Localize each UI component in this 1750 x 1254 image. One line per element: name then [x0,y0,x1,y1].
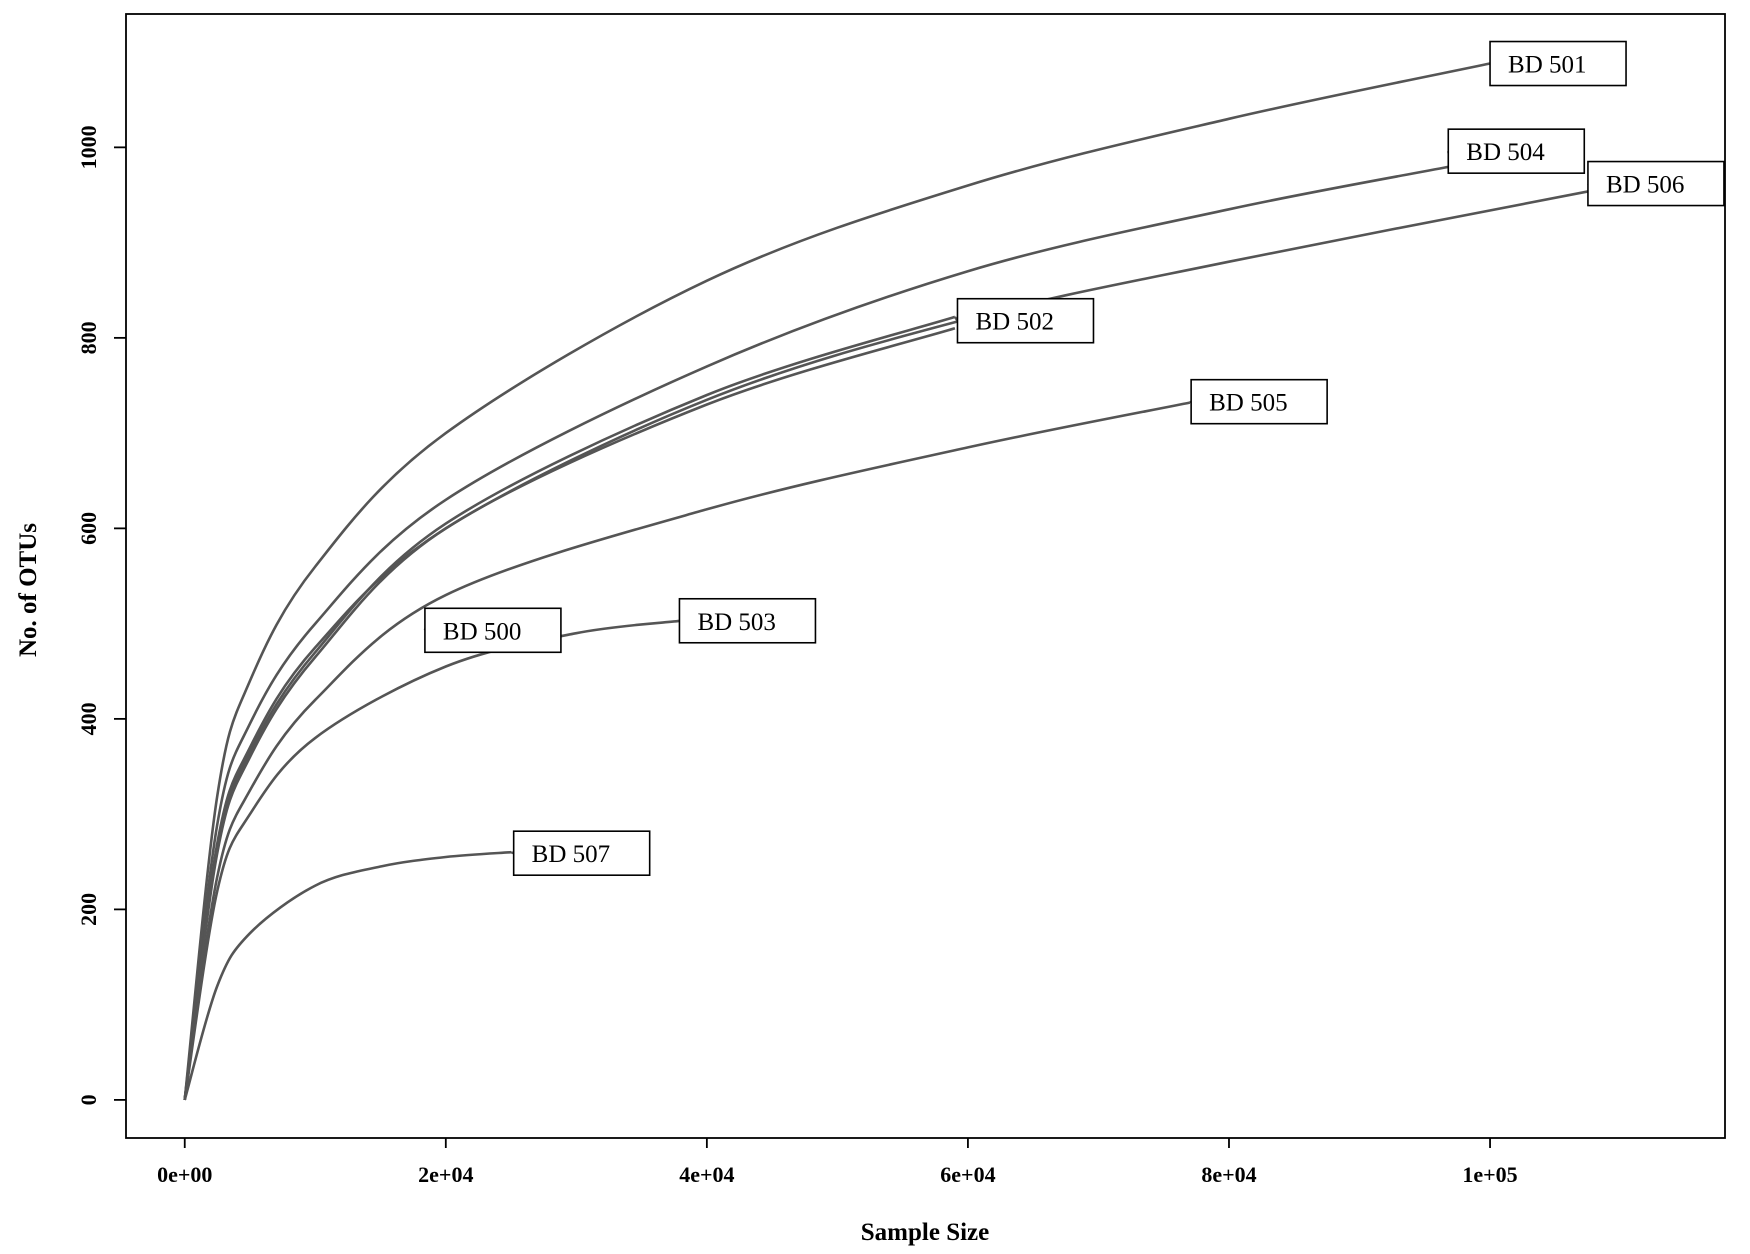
series-label-bd-506: BD 506 [1587,160,1725,207]
y-tick-label: 0 [76,1094,101,1105]
x-axis-title: Sample Size [861,1219,989,1246]
y-tick-label: 400 [76,702,101,735]
x-tick-label: 6e+04 [940,1162,995,1187]
label-box [1489,40,1627,87]
y-axis: 0 200 400 600 800 1000 [76,125,126,1105]
y-tick-label: 1000 [76,125,101,169]
label-box [512,830,651,876]
x-tick-label: 2e+04 [418,1162,473,1187]
label-text: BD 504 [1466,139,1545,166]
label-text: BD 507 [532,841,610,868]
label-text: BD 502 [975,309,1053,336]
series-label-bd-503: BD 503 [678,597,817,644]
x-tick-label: 1e+05 [1462,1162,1517,1187]
series-line-bd-507 [183,850,512,1101]
series-label-bd-500: BD 500 [423,607,562,654]
y-tick-label: 600 [76,512,101,545]
plot-frame [125,13,1726,1139]
series-label-bd-507: BD 507 [510,830,651,876]
series-label-bd-501: BD 501 [1489,40,1627,87]
label-text: BD 501 [1508,52,1586,79]
series-line-bd-506 [183,188,1595,1101]
series-line-bd-501 [183,62,1491,1101]
label-box [1447,128,1586,174]
x-tick-label: 4e+04 [679,1162,734,1187]
series-label-bd-504: BD 504 [1447,128,1586,174]
y-tick-label: 200 [76,893,101,926]
label-text: BD 500 [443,618,521,645]
series-label-bd-505: BD 505 [1189,378,1328,425]
label-box [1190,378,1328,425]
label-box [956,297,1095,344]
series-line-bd-504 [183,165,1452,1101]
y-tick-label: 800 [76,321,101,354]
y-axis-title: No. of OTUs [15,523,42,657]
series-line-bd-500 [183,327,956,1101]
x-tick-label: 0e+00 [157,1162,212,1187]
label-box [424,607,562,654]
series-line-bd-505 [183,401,1191,1101]
label-text: BD 505 [1209,390,1287,417]
series-label-bd-502: BD 502 [953,297,1095,344]
label-box [678,597,817,644]
x-axis: 0e+00 2e+04 4e+04 6e+04 8e+04 1e+05 [157,1138,1518,1187]
series-labels: BD 501 BD 504 BD 506 BD 502 BD 500 BD 505 BD 5… [423,40,1725,876]
x-tick-label: 8e+04 [1201,1162,1256,1187]
label-box [1587,160,1725,207]
series-line-bd-503 [183,619,681,1101]
series-lines [183,62,1595,1101]
label-text: BD 506 [1606,172,1684,199]
label-text: BD 503 [697,609,775,636]
series-line-bd-502 [183,315,956,1101]
